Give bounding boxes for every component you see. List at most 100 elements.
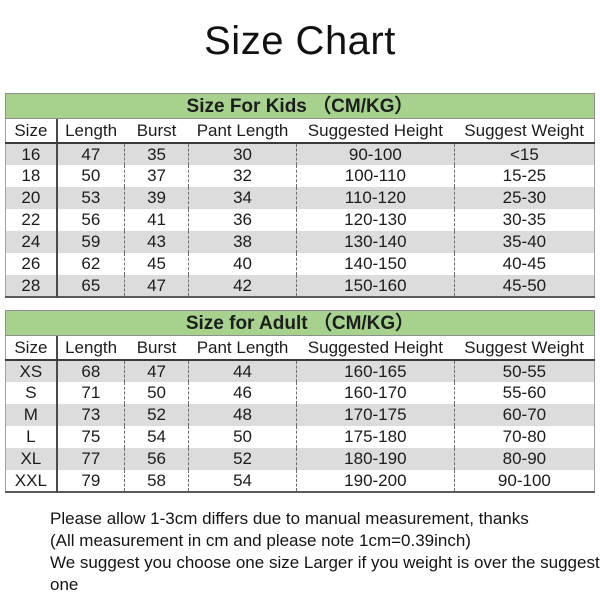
column-header: Size [5,336,57,361]
column-header: Pant Length [188,336,297,361]
column-header: Size [5,119,57,144]
table-cell: 68 [55,360,125,382]
table-cell: 130-140 [295,231,455,253]
column-header: Suggest Weight [454,336,595,361]
table-cell: 180-190 [295,448,455,470]
table-row: 16 47 35 30 90-100 <15 [5,143,595,165]
table-cell: 25-30 [453,187,595,209]
adult-size-table: Size Length Burst Pant Length Suggested Heig… [5,336,595,493]
table-cell: 90-100 [453,470,595,492]
adult-header-row: Size Length Burst Pant Length Suggested Heig… [5,336,595,361]
table-cell: 20 [5,187,57,209]
table-cell: 15-25 [453,165,595,187]
table-row: 18 50 37 32 100-110 15-25 [6,165,595,187]
table-cell: 46 [188,382,297,404]
table-row: XL 77 56 52 180-190 80-90 [5,448,595,470]
table-cell: 54 [123,426,189,448]
table-cell: 50 [188,426,297,448]
kids-size-section: Size For Kids （CM/KG） Size Length Burst Pan… [5,93,595,298]
table-cell: 75 [55,426,125,448]
table-cell: 26 [21,254,41,273]
table-cell: 59 [55,231,125,253]
table-cell: 60-70 [453,404,595,426]
table-row: 28 65 47 42 150-160 45-50 [5,275,595,297]
table-cell: 52 [188,448,297,470]
table-row: 22 56 41 36 120-130 30-35 [6,209,595,231]
column-header: Suggest Weight [454,119,595,144]
table-cell: 50 [123,382,189,404]
table-cell: XL [5,448,57,470]
table-cell: 30 [188,143,297,165]
table-cell: 54 [188,470,297,492]
table-cell: XXL [14,470,47,490]
table-cell: S [25,383,37,402]
table-cell: 16 [5,143,57,165]
table-cell: 36 [188,209,297,231]
table-row: M 73 52 48 170-175 60-70 [5,404,595,426]
table-cell: L [26,427,36,446]
table-cell: 47 [123,360,189,382]
column-header: Suggested Height [296,336,455,361]
table-cell: 62 [55,253,125,275]
table-cell: 70-80 [453,426,595,448]
table-cell: 47 [55,143,125,165]
table-cell: 65 [55,275,125,297]
table-cell: 55-60 [453,382,595,404]
table-cell: 43 [123,231,189,253]
table-cell: 175-180 [295,426,455,448]
table-cell: 34 [188,187,297,209]
table-cell: 160-170 [295,382,455,404]
note-line: We suggest you choose one size Larger if… [50,553,600,594]
table-cell: 18 [21,166,41,185]
table-row: XXL 79 58 54 190-200 90-100 [6,470,595,492]
kids-header-row: Size Length Burst Pant Length Suggested Heig… [5,119,595,144]
table-cell: 48 [188,404,297,426]
column-header: Burst [124,336,189,361]
table-cell: 32 [188,165,297,187]
table-cell: 38 [188,231,297,253]
table-cell: 22 [21,210,41,229]
kids-size-table: Size Length Burst Pant Length Suggested Heig… [5,119,595,298]
table-cell: 90-100 [295,143,455,165]
table-row: S 71 50 46 160-170 55-60 [6,382,595,404]
adult-size-section: Size for Adult （CM/KG） Size Length Burst Pa… [5,310,595,493]
table-cell: 35 [123,143,189,165]
table-cell: 44 [188,360,297,382]
table-cell: XS [5,360,57,382]
table-cell: 190-200 [295,470,455,492]
table-row: L 75 54 50 175-180 70-80 [6,426,595,448]
table-cell: 120-130 [295,209,455,231]
table-row: 26 62 45 40 140-150 40-45 [6,253,595,275]
table-cell: 79 [55,470,125,492]
column-header: Burst [124,119,189,144]
table-cell: 71 [55,382,125,404]
table-cell: 40-45 [453,253,595,275]
table-cell: 50 [55,165,125,187]
column-header: Length [55,119,125,144]
table-cell: 39 [123,187,189,209]
table-cell: 45-50 [453,275,595,297]
column-header: Suggested Height [296,119,455,144]
table-cell: 53 [55,187,125,209]
table-cell: 28 [5,275,57,297]
table-cell: 42 [188,275,297,297]
table-cell: <15 [453,143,595,165]
table-cell: 80-90 [453,448,595,470]
kids-section-header: Size For Kids （CM/KG） [5,93,595,119]
note-line: Please allow 1-3cm differs due to manual… [50,509,529,528]
table-cell: 110-120 [295,187,455,209]
table-cell: 150-160 [295,275,455,297]
table-cell: 24 [5,231,57,253]
table-cell: 140-150 [295,253,455,275]
table-cell: 35-40 [453,231,595,253]
table-cell: 30-35 [453,209,595,231]
table-cell: 77 [55,448,125,470]
table-cell: 160-165 [295,360,455,382]
table-row: XS 68 47 44 160-165 50-55 [5,360,595,382]
table-cell: M [5,404,57,426]
table-cell: 170-175 [295,404,455,426]
table-cell: 40 [188,253,297,275]
table-cell: 45 [123,253,189,275]
column-header: Pant Length [188,119,297,144]
